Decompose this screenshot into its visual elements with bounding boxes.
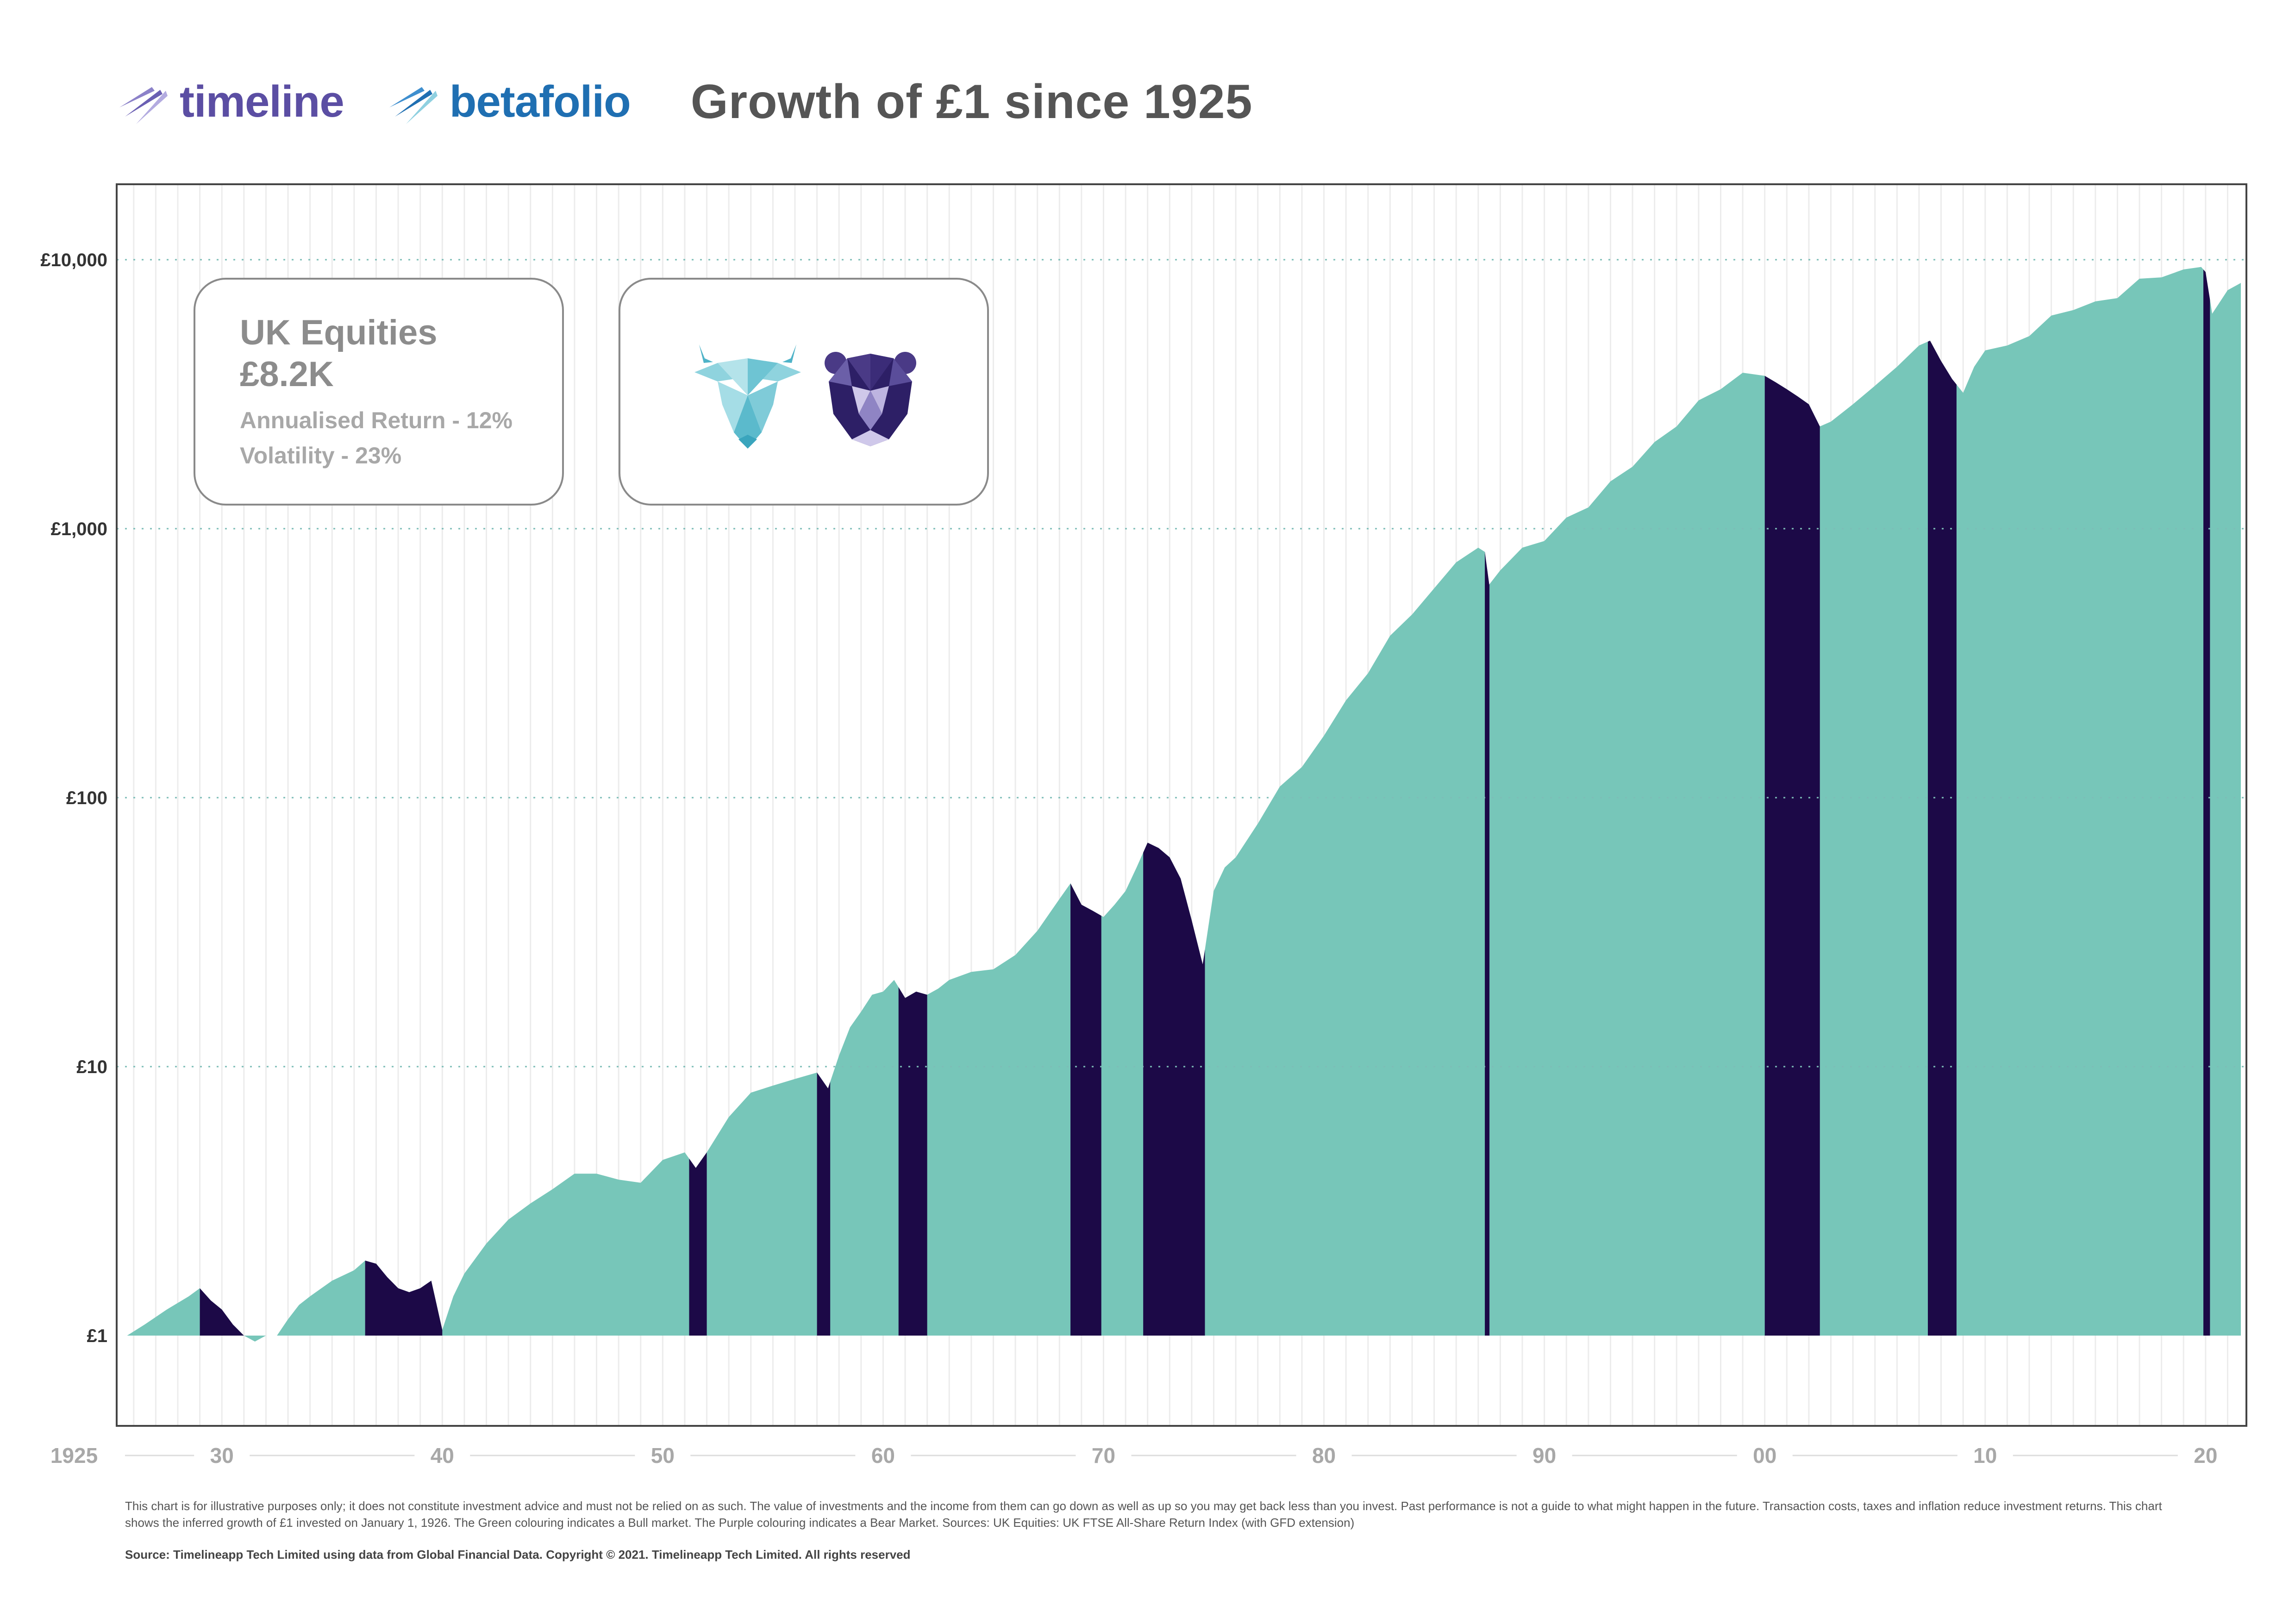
- bear-period: [2203, 267, 2210, 1336]
- x-tick-label: 30: [210, 1443, 234, 1468]
- x-tick-label: 40: [431, 1443, 454, 1468]
- y-tick-label: £10,000: [40, 250, 107, 270]
- header: timeline betafolio Growth of £1 since 19…: [116, 69, 1252, 134]
- timeline-logo[interactable]: timeline: [116, 74, 344, 130]
- volatility: Volatility - 23%: [240, 443, 402, 468]
- plot-frame: [116, 183, 2247, 1427]
- series-name: UK Equities: [240, 313, 438, 352]
- y-tick-label: £1,000: [51, 519, 107, 539]
- x-tick-label: 90: [1532, 1443, 1556, 1468]
- bull-market-area: [127, 267, 2241, 1342]
- bear-period: [1485, 267, 1490, 1336]
- timeline-logo-icon: [119, 87, 168, 124]
- betafolio-brand-name: betafolio: [449, 77, 631, 126]
- y-tick-label: £100: [66, 788, 107, 808]
- betafolio-logo[interactable]: betafolio: [386, 74, 631, 130]
- x-tick-label: 50: [651, 1443, 675, 1468]
- bull-icon: [694, 344, 801, 449]
- betafolio-logo-icon: [389, 87, 438, 124]
- x-tick-label: 60: [871, 1443, 895, 1468]
- bear-period: [1070, 267, 1101, 1336]
- y-axis-labels: £1 £10 £100 £1,000 £10,000: [40, 250, 107, 1346]
- x-tick-label: 80: [1312, 1443, 1336, 1468]
- y-tick-label: £10: [76, 1057, 107, 1077]
- bull-bear-legend-card: [619, 278, 989, 506]
- x-tick-label: 10: [1973, 1443, 1997, 1468]
- bull-bear-legend-svg: [694, 344, 916, 449]
- series-info-card: UK Equities £8.2K Annualised Return - 12…: [194, 278, 564, 506]
- timeline-brand-name: timeline: [180, 77, 344, 126]
- disclaimer-text: This chart is for illustrative purposes …: [125, 1499, 2162, 1530]
- x-axis-labels: 1925 30 40 50 60 70 80 90 00 10 20: [50, 1443, 2218, 1468]
- bear-period: [1927, 267, 1957, 1336]
- bear-period: [1764, 267, 1820, 1336]
- source-text: Source: Timelineapp Tech Limited using d…: [125, 1548, 911, 1562]
- y-tick-label: £1: [87, 1326, 108, 1346]
- x-tick-label: 70: [1092, 1443, 1115, 1468]
- bear-icon: [825, 352, 916, 446]
- x-tick-label: 00: [1753, 1443, 1776, 1468]
- annualised-return: Annualised Return - 12%: [240, 407, 513, 433]
- page-title: Growth of £1 since 1925: [690, 75, 1253, 129]
- x-tick-label: 20: [2194, 1443, 2217, 1468]
- x-tick-label: 1925: [50, 1443, 98, 1468]
- series-final-value: £8.2K: [240, 355, 334, 394]
- bear-period: [1143, 267, 1205, 1336]
